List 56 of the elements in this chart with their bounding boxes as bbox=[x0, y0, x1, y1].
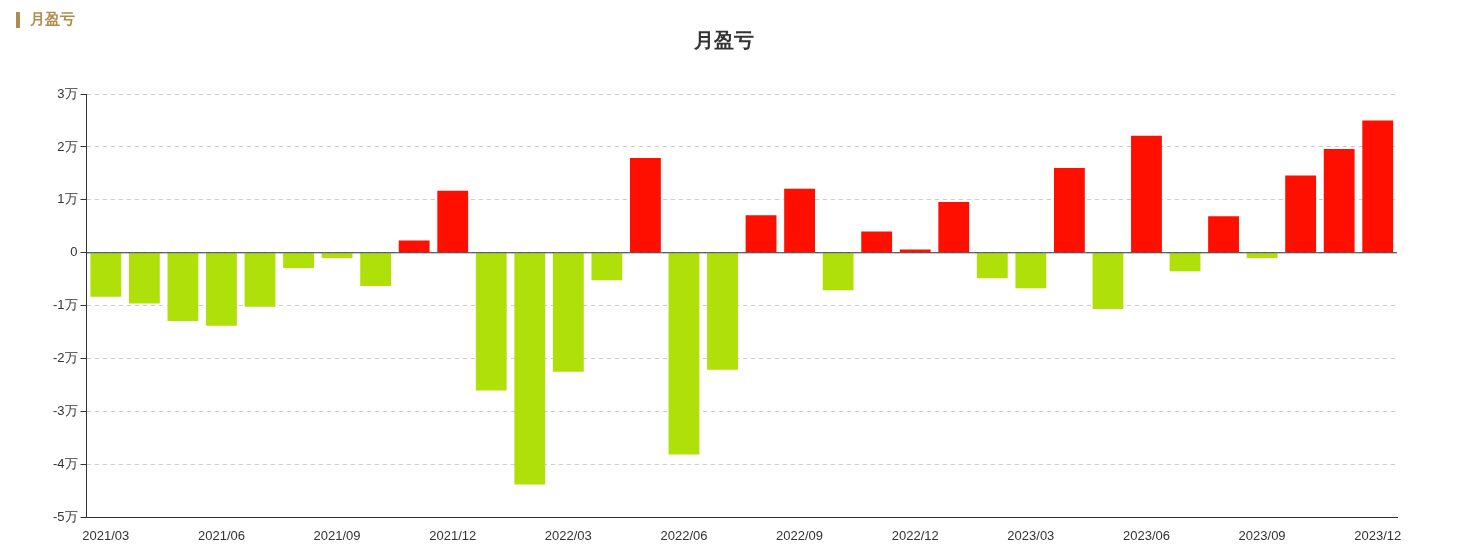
bar bbox=[90, 253, 122, 297]
y-tick-label: -1万 bbox=[53, 297, 78, 313]
bar bbox=[861, 231, 893, 253]
chart-title: 月盈亏 bbox=[692, 28, 754, 53]
text: 月盈亏 bbox=[30, 10, 75, 29]
bar bbox=[475, 253, 507, 391]
bar bbox=[1053, 168, 1085, 253]
bar bbox=[1285, 175, 1317, 253]
x-tick-label: 2022/03 bbox=[544, 527, 592, 543]
bar bbox=[976, 253, 1008, 279]
bar bbox=[745, 215, 777, 253]
bar bbox=[437, 190, 469, 253]
bar bbox=[630, 158, 661, 253]
bar bbox=[938, 201, 970, 253]
bar bbox=[321, 253, 353, 259]
y-tick-label: 0 bbox=[70, 244, 78, 260]
y-tick-label: 1万 bbox=[57, 191, 78, 207]
bar bbox=[1092, 253, 1124, 309]
bar bbox=[1323, 149, 1355, 253]
bar bbox=[1246, 253, 1278, 259]
x-tick-label: 2022/06 bbox=[660, 527, 708, 543]
y-tick-label: -3万 bbox=[53, 403, 78, 419]
bar bbox=[591, 253, 623, 281]
bar bbox=[244, 253, 276, 307]
bar bbox=[1015, 253, 1047, 289]
bar bbox=[1208, 216, 1239, 253]
y-tick-label: -5万 bbox=[53, 508, 78, 524]
y-tick-label: -2万 bbox=[53, 350, 78, 366]
x-tick-label: 2023/12 bbox=[1354, 527, 1402, 543]
x-tick-label: 2021/03 bbox=[82, 527, 130, 543]
bar bbox=[128, 253, 160, 304]
x-tick-label: 2023/03 bbox=[1007, 527, 1055, 543]
bar bbox=[514, 253, 546, 485]
x-tick-label: 2023/06 bbox=[1122, 527, 1170, 543]
x-tick-label: 2021/09 bbox=[313, 527, 361, 543]
bar bbox=[784, 188, 816, 253]
x-tick-label: 2021/06 bbox=[197, 527, 245, 543]
y-tick-label: 2万 bbox=[57, 138, 78, 154]
bar bbox=[1131, 135, 1162, 253]
x-tick-label: 2022/12 bbox=[891, 527, 939, 543]
bar bbox=[360, 253, 392, 287]
bar bbox=[167, 253, 199, 322]
bar bbox=[707, 253, 738, 370]
bar bbox=[668, 253, 700, 455]
x-tick-label: 2023/09 bbox=[1238, 527, 1286, 543]
x-tick-label: 2022/09 bbox=[776, 527, 824, 543]
y-tick-label: -4万 bbox=[53, 456, 78, 472]
bar bbox=[552, 253, 584, 372]
bar bbox=[283, 253, 314, 269]
bar bbox=[1169, 253, 1201, 272]
bar bbox=[206, 253, 237, 326]
bar bbox=[822, 253, 854, 291]
bar bbox=[398, 240, 430, 253]
bar bbox=[1362, 120, 1394, 253]
y-tick-label: 3万 bbox=[57, 85, 78, 101]
x-tick-label: 2021/12 bbox=[429, 527, 477, 543]
